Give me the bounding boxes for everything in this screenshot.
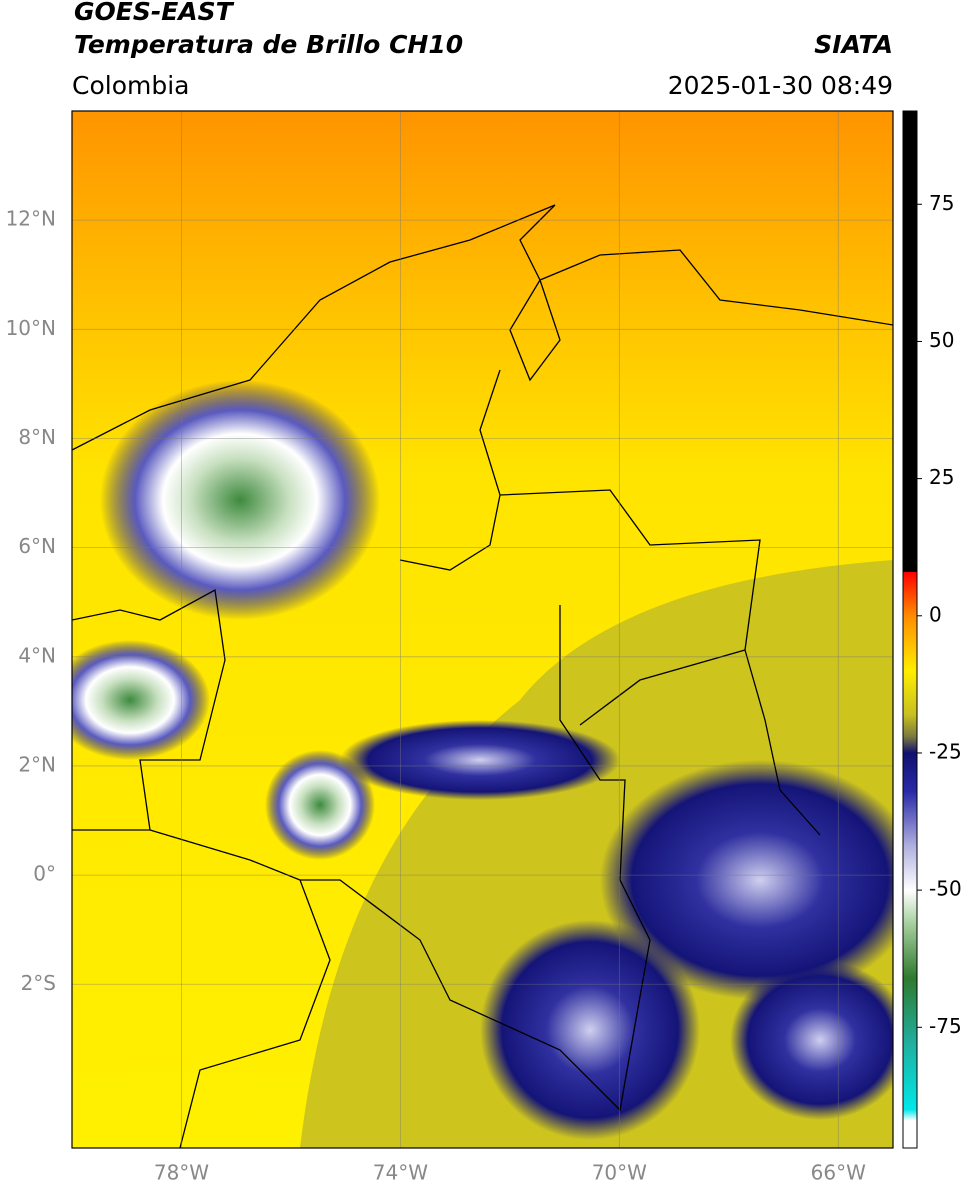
x-tick-label: 66°W [811,1161,866,1185]
x-tick-label: 74°W [373,1161,428,1185]
y-tick-label: 12°N [6,207,56,231]
cloud [265,750,375,860]
y-tick-label: 8°N [18,425,56,449]
coastline [72,204,893,1148]
map-frame [71,110,894,1149]
region: Colombia [72,71,189,100]
y-tick-label: 10°N [6,316,56,340]
border [300,369,821,1112]
y-tick-label: 2°N [18,752,56,776]
y-tick-label: 4°N [18,643,56,667]
datetime: 2025-01-30 08:49 [668,71,893,100]
colorbar-tick-label: 50 [929,328,954,352]
cloud [600,760,893,1000]
source: SIATA [814,30,893,59]
y-tick-label: 0° [33,862,56,886]
colorbar-tick-label: 0 [929,602,942,626]
cloud [480,920,700,1140]
x-tick-label: 78°W [154,1161,209,1185]
x-tick-label: 70°W [592,1161,647,1185]
y-tick-label: 6°N [18,534,56,558]
colorbar [902,110,918,1149]
cloud [730,960,893,1120]
colorbar-tick-label: -75 [929,1014,962,1038]
imagery [72,111,893,1148]
cloud [340,720,620,800]
cloud [72,640,210,760]
cloud [100,380,380,620]
title: GOES-EAST [74,0,235,26]
y-tick-label: 2°S [21,971,56,995]
colorbar-tick-label: 25 [929,465,954,489]
colorbar-tick-label: 75 [929,191,954,215]
grid [72,111,893,1148]
colorbar-tick-label: -25 [929,739,962,763]
subtitle: Temperatura de Brillo CH10 [74,30,463,59]
colorbar-tick-label: -50 [929,877,962,901]
